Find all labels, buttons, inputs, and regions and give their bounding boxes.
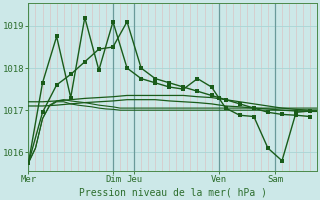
X-axis label: Pression niveau de la mer( hPa ): Pression niveau de la mer( hPa ): [79, 187, 267, 197]
